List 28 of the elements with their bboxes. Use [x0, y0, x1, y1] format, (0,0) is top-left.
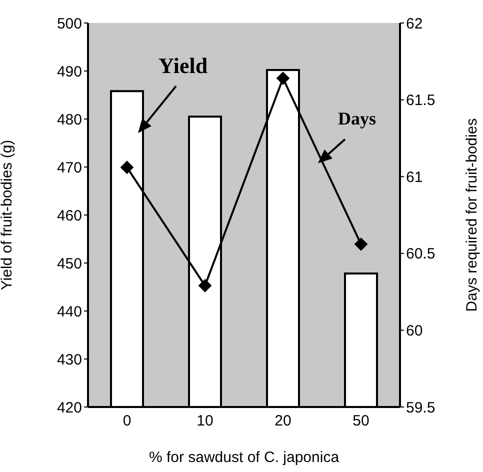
y-tick-label: 440 — [56, 303, 82, 320]
y2-tick-label: 60 — [406, 322, 423, 340]
point — [276, 72, 290, 85]
y2-tick-label: 60.5 — [406, 246, 436, 263]
y-tick-label: 480 — [56, 111, 82, 128]
x-tick-label: 50 — [352, 412, 370, 430]
y-tick-label: 430 — [56, 351, 82, 368]
point — [198, 279, 212, 292]
y-tick-label: 420 — [56, 399, 82, 416]
y2-tick-label: 62 — [406, 15, 423, 32]
y-axis-title: Yield of fruit-bodies (g) — [0, 140, 16, 290]
y-tick-label: 500 — [56, 15, 82, 32]
series-label: Yield — [158, 53, 208, 78]
y2-tick-label: 61 — [406, 168, 423, 186]
y-tick-label: 490 — [56, 63, 82, 80]
y-tick-label: 460 — [56, 207, 82, 224]
y2-tick-label: 59.5 — [406, 399, 436, 416]
x-axis-title: % for sawdust of C. japonica — [148, 449, 340, 466]
y2-axis-title: Days required for fruit-bodies — [463, 118, 480, 312]
x-tick-label: 20 — [274, 412, 292, 430]
x-tick-label: 10 — [196, 412, 214, 430]
series-label: Days — [338, 108, 376, 128]
x-tick-label: 0 — [122, 412, 132, 430]
point — [120, 160, 134, 174]
y-tick-label: 470 — [56, 159, 82, 176]
y-tick-label: 450 — [56, 255, 82, 272]
point — [354, 238, 368, 251]
y2-tick-label: 61.5 — [406, 92, 436, 110]
